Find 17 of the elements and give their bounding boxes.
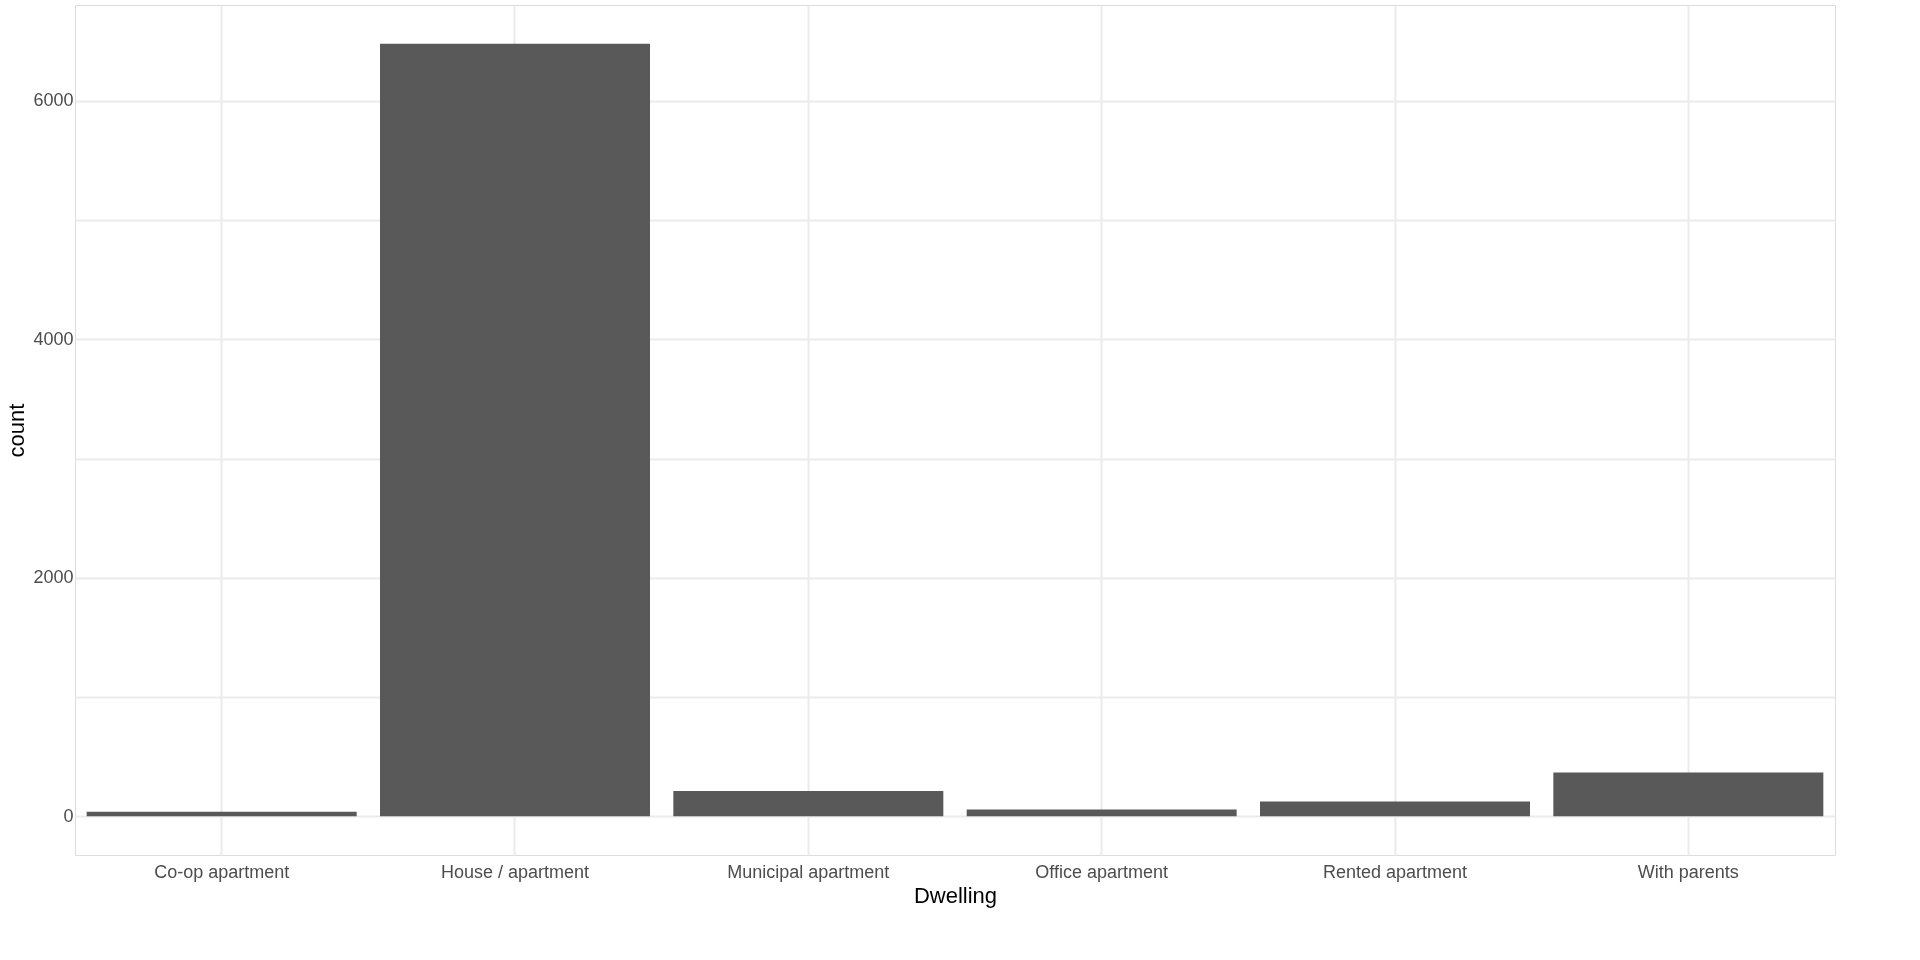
x-tick-label: Rented apartment: [1322, 861, 1468, 882]
x-tick-label: Municipal apartment: [727, 861, 890, 882]
x-tick-label: With parents: [1637, 861, 1739, 882]
bar: [673, 791, 944, 817]
x-tick-label: Co-op apartment: [154, 861, 290, 882]
y-axis-title: count: [4, 403, 30, 458]
bar: [380, 43, 650, 817]
x-tick-label: Office apartment: [1035, 861, 1169, 882]
x-axis-title: Dwelling: [913, 882, 998, 908]
bar: [966, 809, 1237, 817]
bar: [1260, 801, 1530, 817]
y-tick-label: 2000: [33, 567, 74, 588]
y-tick-label: 4000: [33, 328, 74, 349]
y-tick-label: 6000: [33, 90, 74, 111]
bar: [1553, 772, 1824, 817]
x-tick-label: House / apartment: [440, 861, 590, 882]
y-tick-label: 0: [63, 805, 74, 826]
